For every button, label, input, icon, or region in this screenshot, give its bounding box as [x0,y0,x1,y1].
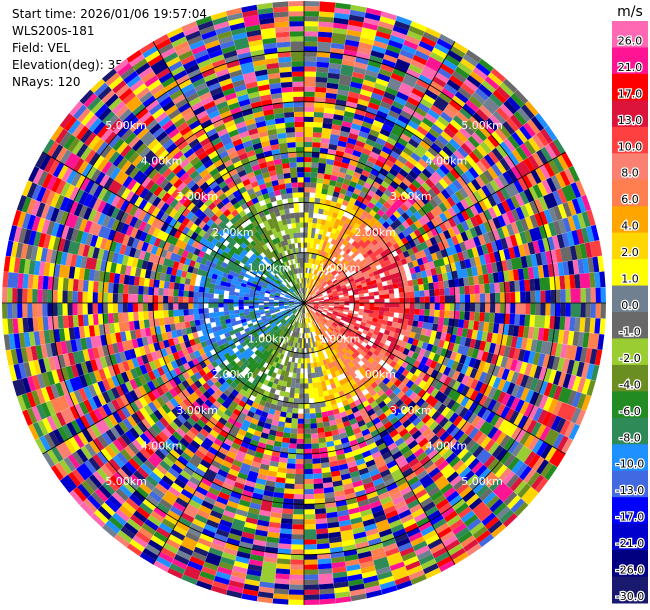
colorbar-tick-label: 6.0 [621,193,639,206]
colorbar-tick-label: -6.0 [619,405,640,418]
range-ring-label: 3.00km [390,404,432,417]
ppi-velocity-cells-19 [8,4,606,605]
range-ring-label: 4.00km [426,439,468,452]
colorbar-tick-label: 21.0 [618,61,643,74]
start-time-label: Start time: 2026/01/06 19:57:04 [12,7,207,21]
colorbar-swatch [612,206,648,234]
colorbar-unit-label: m/s [617,4,643,20]
colorbar-swatch [612,153,648,181]
range-ring-label: 5.00km [461,119,503,132]
azimuth-spoke [42,151,305,304]
range-ring-label: 1.00km [319,333,361,346]
range-ring-label: 1.00km [319,261,361,274]
colorbar-swatch [612,364,648,392]
colorbar-swatch [612,47,648,75]
info-panel: Start time: 2026/01/06 19:57:04 WLS200s-… [12,6,207,91]
azimuth-spoke [303,151,566,304]
colorbar-tick-label: -1.0 [619,326,640,339]
range-ring-label: 3.00km [176,190,218,203]
ppi-velocity-cells-5 [2,1,596,597]
range-ring-label: 1.00km [248,261,290,274]
range-ring-label: 3.00km [176,404,218,417]
colorbar-tick-label: 4.0 [621,220,639,233]
range-ring-label: 3.00km [390,190,432,203]
range-ring-label: 2.00km [354,226,396,239]
range-ring-label: 1.00km [248,333,290,346]
colorbar-tick-label: -21.0 [616,537,644,550]
colorbar-tick-label: -30.0 [616,590,644,603]
colorbar-swatch [612,100,648,128]
colorbar-swatch [612,391,648,419]
range-ring-label: 4.00km [141,439,183,452]
range-ring-label: 4.00km [426,155,468,168]
range-ring-label: 5.00km [105,119,147,132]
azimuth-spoke [152,302,305,565]
azimuth-spoke [303,302,566,455]
azimuth-spoke [303,41,456,304]
colorbar-tick-label: -4.0 [619,378,640,391]
ppi-velocity-cells-16 [8,12,607,590]
field-label: Field: VEL [12,41,71,55]
colorbar-swatch [612,470,648,498]
colorbar-swatch [612,285,648,313]
colorbar-tick-label: 17.0 [618,87,643,100]
range-ring-label: 2.00km [354,368,396,381]
colorbar-tick-label: -26.0 [616,564,644,577]
colorbar-swatch [612,179,648,207]
azimuth-spoke [152,41,305,304]
colorbar-tick-label: 10.0 [618,140,643,153]
colorbar-tick-label: -17.0 [616,511,644,524]
ppi-velocity-cells-2 [3,1,603,597]
range-ring-label: 2.00km [212,368,254,381]
colorbar-tick-label: 0.0 [621,299,639,312]
ppi-velocity-cells-4 [2,6,603,590]
range-ring-label: 2.00km [212,226,254,239]
colorbar-swatch [612,444,648,472]
colorbar-tick-label: -8.0 [619,431,640,444]
colorbar-tick-label: 26.0 [618,35,643,48]
colorbar-swatch [612,73,648,101]
instrument-label: WLS200s-181 [12,24,95,38]
colorbar-swatch [612,259,648,287]
colorbar-swatch [612,497,648,525]
elevation-label: Elevation(deg): 35.00 [12,58,142,72]
colorbar-swatch [612,338,648,366]
nrays-label: NRays: 120 [12,75,81,89]
ppi-velocity-cells-1 [12,7,592,606]
colorbar-swatch [612,312,648,339]
colorbar-swatch [612,232,648,260]
range-ring-label: 5.00km [461,475,503,488]
colorbar-swatch [612,417,648,445]
colorbar-swatch [612,576,648,604]
colorbar-swatch [612,21,648,48]
colorbar-tick-label: 13.0 [618,114,643,127]
colorbar-swatch [612,523,648,551]
colorbar-swatch [612,126,648,154]
colorbar-tick-label: 1.0 [621,273,639,286]
colorbar-tick-label: -13.0 [616,484,644,497]
colorbar-tick-label: -2.0 [619,352,640,365]
colorbar-tick-label: 2.0 [621,246,639,259]
colorbar-tick-label: 8.0 [621,167,639,180]
range-ring-label: 4.00km [141,155,183,168]
colorbar-swatch [612,550,648,578]
ppi-velocity-cells-21 [12,14,598,600]
ppi-plot: 1.00km 1.00km 1.00km 1.00km 2.00km 2.00km 2.00… [2,1,607,606]
ppi-velocity-cells-6 [20,6,601,604]
azimuth-spoke [42,302,305,455]
colorbar-tick-label: -10.0 [616,458,644,471]
azimuth-spoke [303,302,456,565]
range-ring-label: 5.00km [105,475,147,488]
